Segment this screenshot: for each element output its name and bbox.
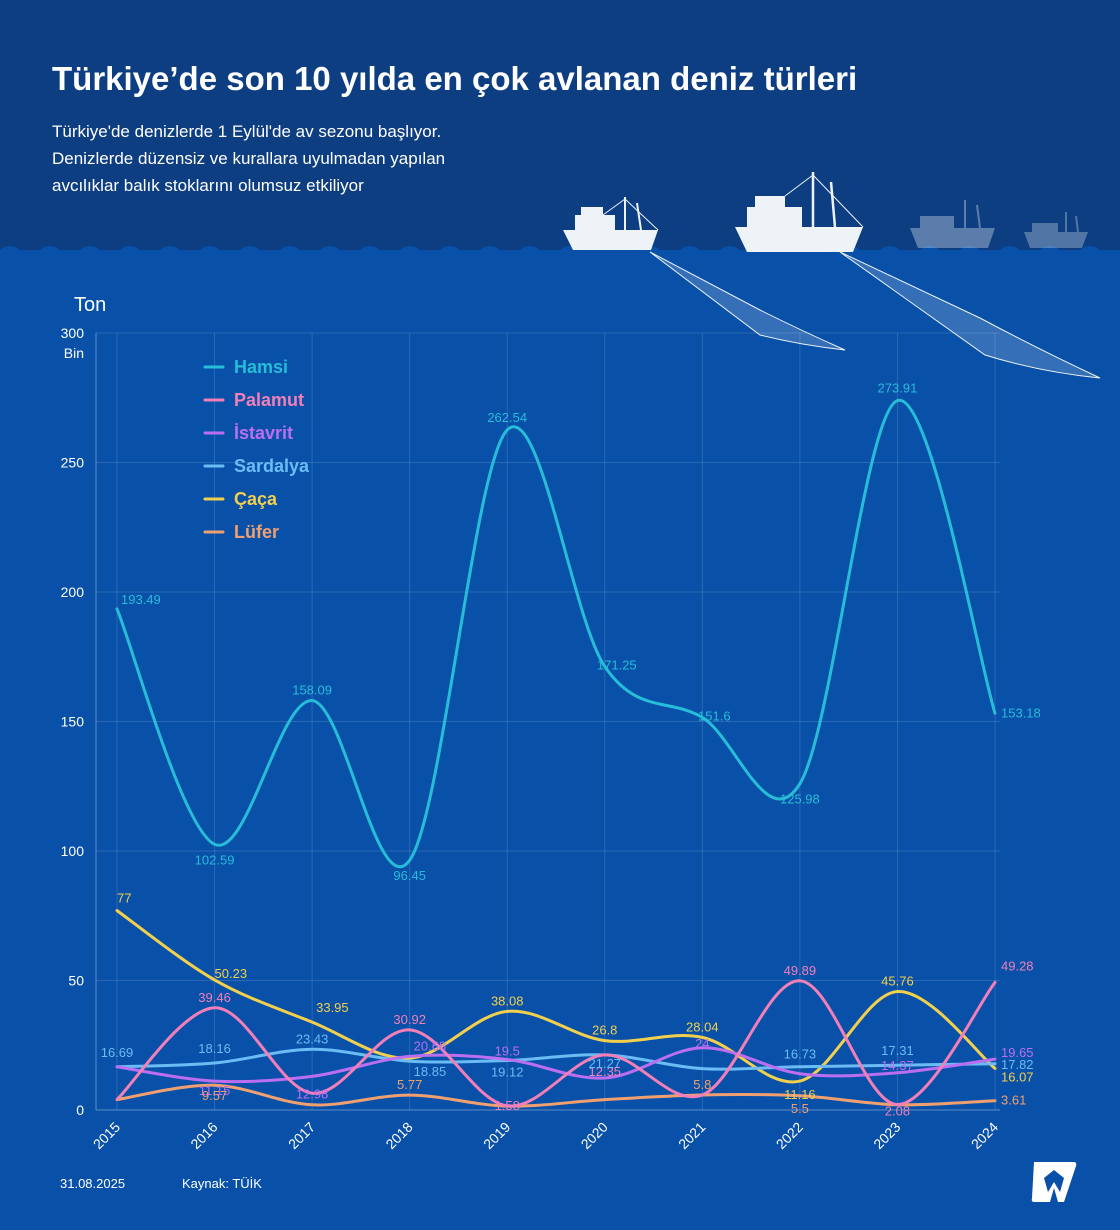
x-tick-label: 2016 <box>187 1119 220 1152</box>
data-label: 33.95 <box>316 1000 349 1015</box>
data-label: 3.61 <box>1001 1093 1026 1108</box>
legend-label: Çaça <box>234 489 278 509</box>
y-tick-label: 200 <box>61 584 85 600</box>
aa-logo-icon <box>1031 1162 1077 1202</box>
data-label: 19.65 <box>1001 1045 1034 1060</box>
legend-label: İstavrit <box>234 423 293 443</box>
data-label: 14.37 <box>881 1058 914 1073</box>
header-band <box>0 0 1120 250</box>
data-label: 19.12 <box>491 1064 524 1079</box>
data-label: 49.89 <box>784 963 817 978</box>
data-label: 16.73 <box>784 1047 817 1062</box>
series-line-palamut <box>115 979 997 1108</box>
page-title: Türkiye’de son 10 yılda en çok avlanan d… <box>52 60 858 97</box>
series-line--a-a <box>115 909 997 1084</box>
distant-boat-icon <box>910 200 995 248</box>
y-tick-label: 250 <box>61 455 85 471</box>
legend-label: Sardalya <box>234 456 310 476</box>
fishing-net-icon <box>649 251 846 351</box>
data-label: 16.69 <box>101 1045 134 1060</box>
distant-boat-icon <box>1024 212 1088 248</box>
series-line-hamsi <box>115 399 997 869</box>
data-label: 262.54 <box>487 410 527 425</box>
data-label: 158.09 <box>292 683 332 698</box>
y-tick-label: 300 <box>61 325 85 341</box>
data-label: 16.07 <box>1001 1069 1034 1084</box>
data-label: 96.45 <box>393 868 426 883</box>
data-label: 77 <box>117 891 131 906</box>
data-label: 39.46 <box>198 990 231 1005</box>
data-label: 193.49 <box>121 592 161 607</box>
data-label: 2.08 <box>885 1104 910 1119</box>
legend-label: Palamut <box>234 390 304 410</box>
footer-source: Kaynak: TÜİK <box>182 1176 262 1191</box>
data-label: 12.98 <box>296 1086 329 1101</box>
legend-label: Lüfer <box>234 522 279 542</box>
subtitle-line: Türkiye'de denizlerde 1 Eylül'de av sezo… <box>52 122 442 141</box>
data-label: 17.31 <box>881 1043 914 1058</box>
series-line-sardalya <box>115 1047 997 1071</box>
data-label: 30.92 <box>393 1012 426 1027</box>
data-label: 45.76 <box>881 973 914 988</box>
data-label: 38.08 <box>491 993 524 1008</box>
data-label: 9.57 <box>202 1088 227 1103</box>
legend-label: Hamsi <box>234 357 288 377</box>
data-label: 18.16 <box>198 1041 231 1056</box>
series-line-l-fer <box>115 1083 997 1108</box>
data-label: 17.82 <box>1001 1057 1034 1072</box>
x-tick-label: 2019 <box>480 1119 513 1152</box>
footer-date: 31.08.2025 <box>60 1176 126 1191</box>
data-label: 19.5 <box>495 1043 520 1058</box>
data-label: 273.91 <box>878 381 918 396</box>
data-label: 5.8 <box>693 1077 711 1092</box>
series-line-i-stavrit <box>115 1046 997 1084</box>
y-tick-label: 100 <box>61 843 85 859</box>
x-tick-label: 2020 <box>578 1119 611 1152</box>
fishing-boat-icon <box>735 172 864 252</box>
data-label: 102.59 <box>195 852 235 867</box>
x-tick-label: 2021 <box>675 1119 708 1152</box>
y-tick-label: 50 <box>68 973 84 989</box>
data-label: 151.6 <box>698 708 731 723</box>
x-tick-label: 2017 <box>285 1119 318 1152</box>
data-label: 11.16 <box>784 1087 816 1102</box>
data-label: 12.35 <box>589 1064 622 1079</box>
data-label: 49.28 <box>1001 958 1034 973</box>
data-label: 1.58 <box>495 1098 520 1113</box>
fishing-boat-icon <box>563 197 659 250</box>
fishing-net-icon <box>839 251 1101 379</box>
waterline-wave <box>0 246 1120 262</box>
subtitle-line: avcılıklar balık stoklarını olumsuz etki… <box>52 176 364 195</box>
data-label: 18.85 <box>414 1064 447 1079</box>
y-unit-label: Bin <box>64 345 84 361</box>
x-tick-label: 2023 <box>870 1119 903 1152</box>
x-tick-label: 2018 <box>382 1119 415 1152</box>
x-tick-label: 2015 <box>90 1119 123 1152</box>
data-label: 171.25 <box>597 657 637 672</box>
subtitle-line: Denizlerde düzensiz ve kurallara uyulmad… <box>52 149 446 168</box>
data-label: 21.27 <box>589 1056 622 1071</box>
data-label: 26.8 <box>592 1023 617 1038</box>
y-tick-label: 0 <box>76 1102 84 1118</box>
y-tick-label: 150 <box>61 714 85 730</box>
data-label: 23.43 <box>296 1031 329 1046</box>
data-label: 24 <box>695 1036 709 1051</box>
x-tick-label: 2022 <box>773 1119 806 1152</box>
data-label: 20.68 <box>414 1038 447 1053</box>
data-label: 11.15 <box>199 1083 231 1098</box>
data-label: 125.98 <box>780 792 820 807</box>
y-axis-title: Ton <box>74 294 106 316</box>
data-label: 5.5 <box>791 1101 809 1116</box>
data-label: 50.23 <box>215 966 248 981</box>
data-label: 153.18 <box>1001 705 1041 720</box>
x-tick-label: 2024 <box>968 1119 1001 1152</box>
subtitle: Türkiye'de denizlerde 1 Eylül'de av sezo… <box>52 118 612 199</box>
data-label: 5.77 <box>397 1077 422 1092</box>
data-label: 28.04 <box>686 1019 719 1034</box>
